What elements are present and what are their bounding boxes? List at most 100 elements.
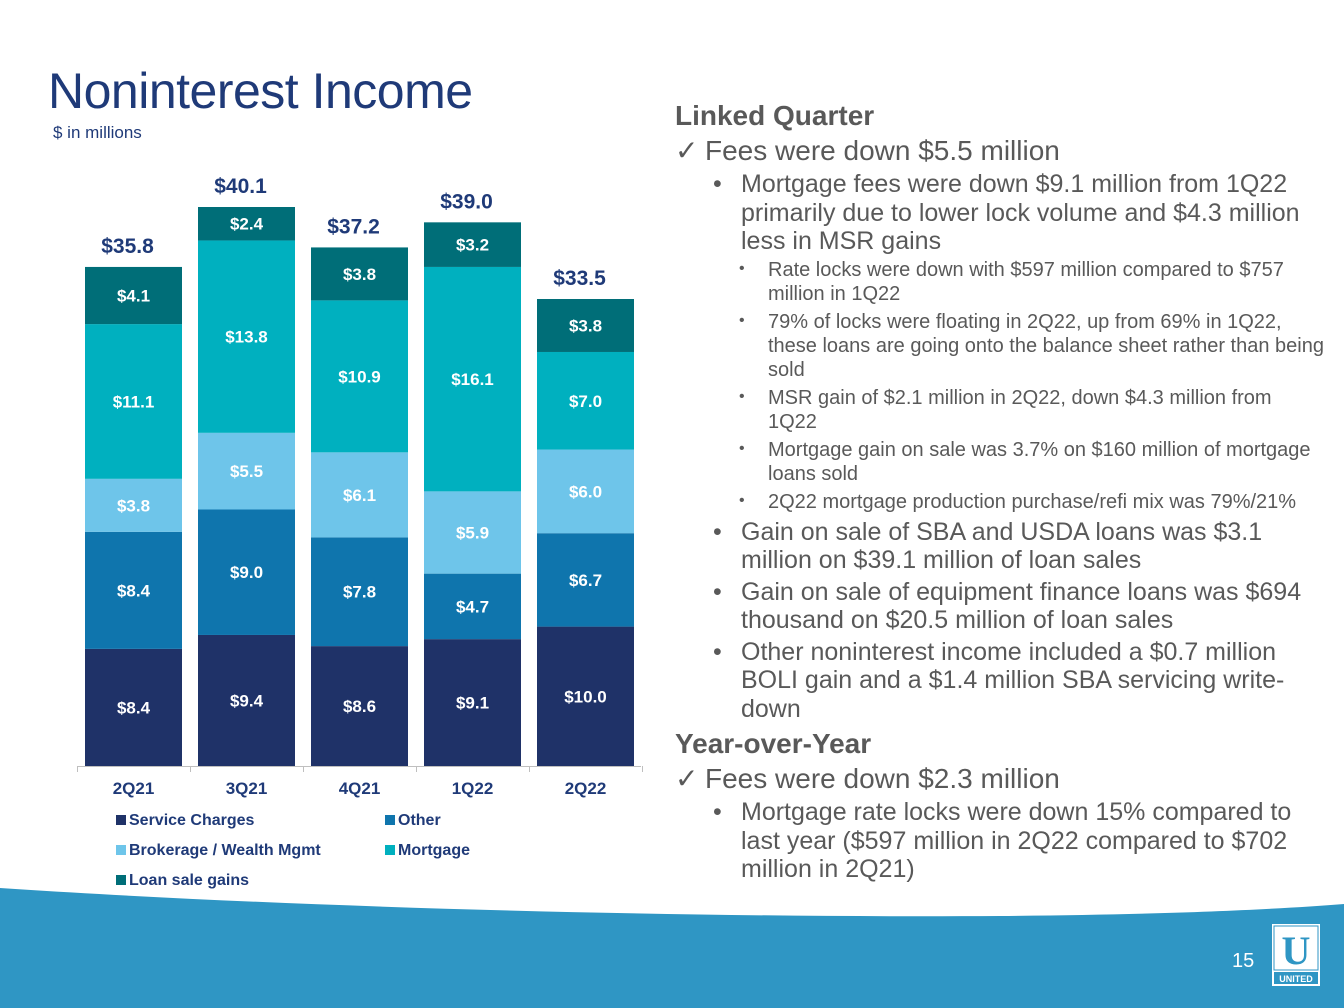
yoy-check: ✓ Fees were down $2.3 million [675,762,1325,796]
data-label: $7.8 [343,583,376,602]
data-label: $5.5 [230,462,263,481]
legend-swatch [385,815,395,825]
bar-segment [198,432,295,510]
x-tick-label: 4Q21 [339,779,381,798]
bar-segment [85,324,182,479]
list-item: • Rate locks were down with $597 million … [675,258,1325,306]
stacked-bar-chart: $8.4 $8.4 $3.8 $11.1 $4.1 $35.8 2Q21 $9.4 $9.0 $5… [77,175,643,798]
linked-bullets: • Mortgage fees were down $9.1 million fr… [675,170,1325,723]
linked-check-text: Fees were down $5.5 million [705,135,1060,166]
data-label: $8.4 [117,581,151,600]
legend-label: Service Charges [129,812,255,829]
bar-segment [311,247,408,301]
data-label: $3.8 [569,316,602,335]
total-label: $35.8 [101,235,154,258]
data-label: $3.2 [456,236,489,255]
data-label: $6.1 [343,486,376,505]
bullet-icon: • [713,577,722,606]
bullet-icon: • [713,637,722,666]
bar-segment [85,266,182,325]
yoy-heading: Year-over-Year [675,728,872,759]
bar-segment [537,351,634,450]
yoy-bullets: • Mortgage rate locks were down 15% compa… [675,798,1325,884]
bullet-text: Other noninterest income included a $0.7… [741,637,1285,723]
bullet-icon: • [713,798,722,826]
legend-brokerage: Brokerage / Wealth Mgmt [116,842,321,860]
data-label: $2.4 [230,215,264,234]
data-label: $5.9 [456,524,489,543]
total-label: $37.2 [327,215,380,238]
yoy-check-text: Fees were down $2.3 million [705,763,1060,794]
data-label: $8.6 [343,697,376,716]
data-label: $11.1 [113,392,155,411]
units-subtitle: $ in millions [53,123,142,142]
bar-segment [424,491,521,574]
total-label: $40.1 [214,175,267,198]
data-label: $9.1 [456,694,489,713]
bullet-icon: • [713,170,722,198]
commentary-panel: Linked Quarter ✓ Fees were down $5.5 mill… [675,98,1325,887]
checkmark-icon: ✓ [675,763,699,794]
data-label: $4.7 [456,597,489,616]
logo-letter: U [1282,928,1311,973]
legend-service-charges: Service Charges [116,812,254,830]
legend-swatch [385,845,395,855]
bar-segment [198,207,295,241]
data-label: $8.4 [117,698,151,717]
x-tick-label: 3Q21 [226,779,268,798]
bullet-icon: • [739,491,745,509]
data-label: $16.1 [451,370,494,389]
bullet-text: 2Q22 mortgage production purchase/refi m… [768,490,1297,513]
mortgage-sub-bullets: • Rate locks were down with $597 million … [675,258,1325,514]
logo-text: UNITED [1279,974,1313,984]
legend-label: Mortgage [398,842,470,859]
bar-segment [85,531,182,649]
list-item: • Gain on sale of SBA and USDA loans was … [675,518,1325,575]
bar-segment [311,646,408,766]
bullet-text: Rate locks were down with $597 million c… [768,258,1284,305]
bullet-text: 79% of locks were floating in 2Q22, up f… [768,310,1324,381]
list-item: • 79% of locks were floating in 2Q22, up … [675,310,1325,382]
list-item: • Mortgage fees were down $9.1 million fr… [675,170,1325,514]
legend-label: Loan sale gains [129,872,250,889]
bar-segment [198,634,295,766]
data-label: $10.9 [338,367,381,386]
legend-swatch [116,875,126,885]
legend-other: Other [385,812,441,830]
data-label: $9.4 [230,691,264,710]
checkmark-icon: ✓ [675,135,699,166]
bar-segment [85,478,182,532]
bullet-text: Mortgage rate locks were down 15% compar… [741,798,1292,883]
data-label: $3.8 [117,496,150,515]
bar-segment [537,299,634,352]
legend-swatch [116,845,126,855]
list-item: • Gain on sale of equipment finance loans… [675,578,1325,635]
list-item: • 2Q22 mortgage production purchase/refi … [675,490,1325,514]
bullet-icon: • [739,311,745,329]
x-tick-label: 1Q22 [452,779,494,798]
bar-segment [424,639,521,766]
bar-segment [424,266,521,492]
data-label: $6.7 [569,571,602,590]
data-label: $3.8 [343,265,376,284]
bullet-text: Mortgage gain on sale was 3.7% on $160 m… [768,438,1311,485]
page-number: 15 [1232,950,1255,972]
legend-swatch [116,815,126,825]
list-item: • Mortgage rate locks were down 15% compa… [675,798,1325,884]
bar-segment [311,300,408,453]
bar-segment [537,626,634,766]
bullet-text: MSR gain of $2.1 million in 2Q22, down $… [768,386,1272,433]
bar-segment [85,648,182,766]
bullet-icon: • [739,439,745,457]
legend-loan-sale-gains: Loan sale gains [116,872,249,890]
data-label: $10.0 [564,687,607,706]
x-tick-label: 2Q22 [565,779,607,798]
data-label: $6.0 [569,482,602,501]
bullet-text: Mortgage fees were down $9.1 million fro… [741,170,1300,255]
bar-segment [311,452,408,538]
list-item: • Other noninterest income included a $0.… [675,638,1325,724]
linked-quarter-check: ✓ Fees were down $5.5 million [675,134,1325,168]
total-label: $33.5 [553,267,606,290]
data-label: $4.1 [117,287,150,306]
list-item: • Mortgage gain on sale was 3.7% on $160 … [675,438,1325,486]
